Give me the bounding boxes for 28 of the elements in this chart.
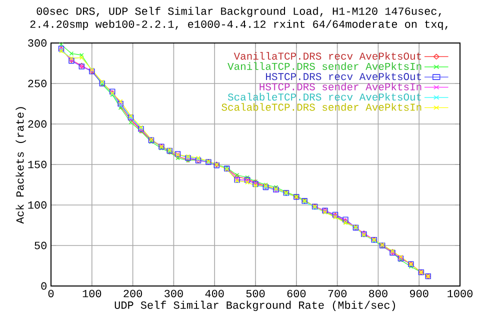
y-tick-label: 300 [28, 39, 46, 47]
y-tick-label: 150 [28, 160, 46, 168]
x-tick-label: 600 [287, 290, 306, 298]
y-tick-label: 200 [28, 120, 46, 128]
y-axis-title: Ack Packets (rate) [16, 107, 26, 224]
y-tick-label: 250 [28, 80, 46, 88]
x-tick-label: 200 [124, 290, 142, 298]
y-tick-label: 100 [28, 201, 46, 209]
chart-title: 00sec DRS, UDP Self Similar Background Load, H1-M120 1476usec, [36, 6, 441, 18]
legend-label: HSTCP.DRS recv AvePktsOut [266, 72, 422, 80]
legend-label: ScalableTCP.DRS recv AvePktsOut [228, 92, 422, 101]
chart-subtitle: 2.4.20smp web100-2.2.1, e1000-4.4.12 rxint 64/64moderate on txq, [30, 20, 448, 30]
legend-label: VanillaTCP.DRS sender AvePktsIn [228, 62, 422, 70]
x-tick-label: 300 [164, 290, 183, 298]
x-tick-label: 800 [369, 290, 388, 298]
x-tick-label: 0 [48, 290, 54, 298]
x-tick-label: 100 [82, 290, 102, 298]
x-tick-label: 400 [205, 290, 224, 298]
y-tick-label: 0 [41, 282, 46, 290]
legend-label: ScalableTCP.DRS sender AvePktsIn [222, 103, 422, 111]
x-tick-label: 1000 [448, 290, 472, 298]
legend-label: HSTCP.DRS sender AvePktsIn [260, 82, 422, 90]
x-tick-label: 900 [410, 290, 428, 298]
legend-label: VanillaTCP.DRS recv AvePktsOut [234, 52, 422, 60]
x-axis-title: UDP Self Similar Background Rate (Mbit/sec) [114, 300, 396, 311]
x-tick-label: 700 [328, 290, 346, 298]
y-tick-label: 50 [34, 242, 46, 250]
x-tick-label: 500 [246, 290, 265, 298]
